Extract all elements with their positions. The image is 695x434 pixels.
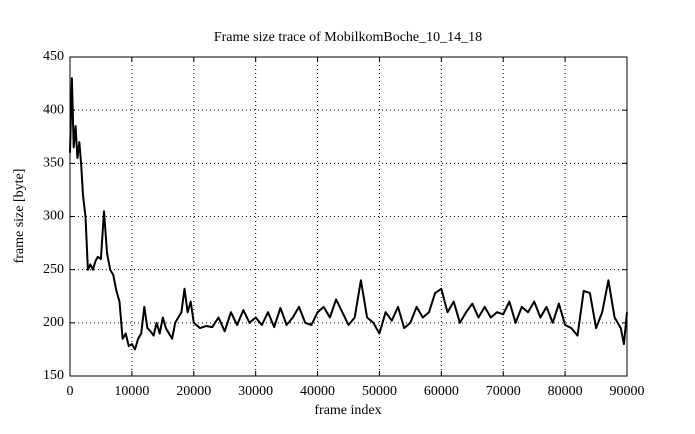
x-axis-label: frame index [314,403,381,418]
plot-frame [69,56,628,377]
chart-title: Frame size trace of MobilkomBoche_10_14_… [214,30,482,45]
x-tick-label: 10000 [114,384,149,399]
x-tick-label: 30000 [238,384,273,399]
y-tick-label: 300 [43,209,64,224]
x-tick-label: 50000 [362,384,397,399]
y-axis-label: frame size [byte] [12,169,27,264]
y-tick-label: 350 [43,156,64,171]
y-tick-label: 150 [43,368,64,383]
x-tick-label: 90000 [610,384,645,399]
x-tick-label: 60000 [424,384,459,399]
x-tick-label: 0 [67,384,74,399]
y-tick-label: 250 [43,262,64,277]
data-line [69,77,628,351]
y-tick-label: 450 [43,49,64,64]
x-tick-label: 20000 [176,384,211,399]
x-tick-label: 80000 [548,384,583,399]
y-tick-label: 400 [43,102,64,117]
y-tick-label: 200 [43,315,64,330]
x-tick-label: 40000 [300,384,335,399]
x-tick-label: 70000 [486,384,521,399]
